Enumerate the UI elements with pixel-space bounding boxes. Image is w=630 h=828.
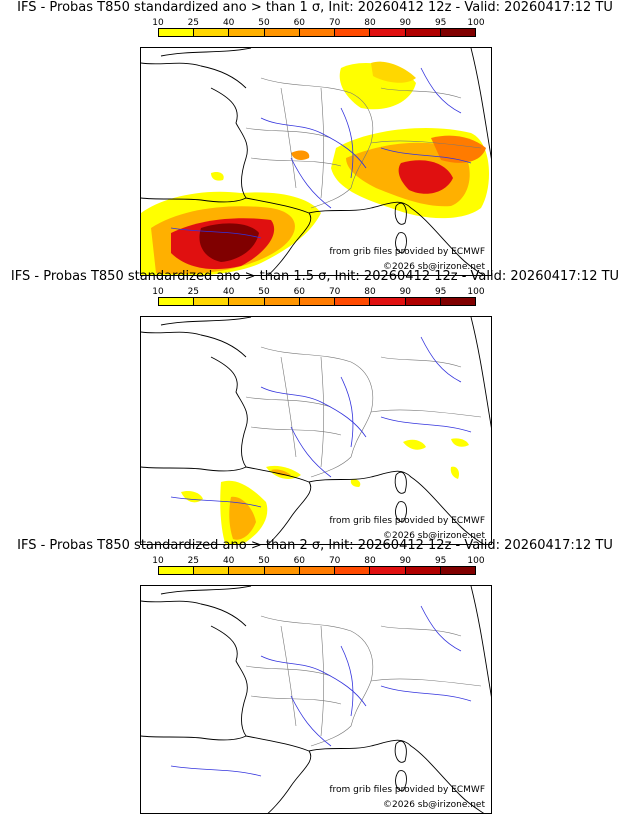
map-panel-1_5sigma: IFS - Probas T850 standardized ano > tha… [0,269,630,545]
colorbar-swatch [264,29,300,36]
source-credit: from grib files provided by ECMWF [329,247,485,257]
colorbar-swatch [440,29,475,36]
colorbar-tick: 25 [187,18,200,28]
map-canvas [141,586,491,813]
colorbar-tick: 90 [399,18,412,28]
copyright-credit: ©2026 sb@irizone.net [383,800,485,810]
colorbar-swatch [194,29,230,36]
colorbar-swatch [194,298,230,305]
panel-title: IFS - Probas T850 standardized ano > tha… [10,269,620,284]
colorbar-tick-labels: 10 25 40 50 60 70 80 90 95 100 [152,556,484,567]
colorbar-tick-labels: 10 25 40 50 60 70 80 90 95 100 [152,18,484,29]
colorbar-tick: 90 [399,287,412,297]
panel-title: IFS - Probas T850 standardized ano > tha… [17,538,613,553]
colorbar-swatch [405,567,441,574]
map-canvas [141,317,491,544]
admin-borders [245,615,482,747]
colorbar-tick: 95 [434,556,447,566]
colorbar-tick: 40 [222,556,235,566]
colorbar [158,566,476,575]
colorbar-tick: 100 [467,556,485,566]
colorbar-swatch [405,29,441,36]
admin-borders [245,77,482,209]
rivers [170,605,472,777]
colorbar-swatch [159,298,195,305]
colorbar-tick: 50 [258,287,270,297]
copyright-credit: ©2026 sb@irizone.net [383,531,485,541]
colorbar-tick-labels: 10 25 40 50 60 70 80 90 95 100 [152,287,484,298]
colorbar-tick: 80 [364,556,376,566]
rivers [170,336,472,508]
probability-map: from grib files provided by ECMWF ©2026 … [140,47,492,276]
colorbar-tick: 10 [152,18,164,28]
colorbar-swatch [159,567,195,574]
map-canvas [141,48,491,275]
colorbar-tick: 100 [467,287,485,297]
coastlines [141,48,491,275]
probability-shading [181,438,469,544]
colorbar-swatch [335,298,371,305]
colorbar-tick: 80 [364,18,376,28]
colorbar-swatch [440,298,475,305]
colorbar-tick: 40 [222,287,235,297]
colorbar-tick: 50 [258,556,270,566]
colorbar-tick: 25 [187,556,200,566]
colorbar-swatch [370,567,406,574]
colorbar-tick: 50 [258,18,270,28]
colorbar-swatch [299,29,336,36]
colorbar-swatch [370,29,406,36]
colorbar-swatch [299,567,336,574]
colorbar-swatch [264,298,300,305]
colorbar-tick: 10 [152,556,164,566]
copyright-credit: ©2026 sb@irizone.net [383,262,485,272]
colorbar-swatch [440,567,475,574]
source-credit: from grib files provided by ECMWF [329,785,485,795]
colorbar-swatch [229,567,265,574]
colorbar-swatch [229,298,265,305]
coastlines [141,586,491,813]
colorbar-swatch [299,298,336,305]
colorbar-tick: 40 [222,18,235,28]
colorbar-tick: 60 [293,556,306,566]
colorbar [158,297,476,306]
probability-map: from grib files provided by ECMWF ©2026 … [140,585,492,814]
colorbar-tick: 60 [293,18,306,28]
admin-borders [245,346,482,478]
colorbar [158,28,476,37]
colorbar-tick: 70 [328,556,341,566]
colorbar-swatch [229,29,265,36]
colorbar-tick: 95 [434,287,447,297]
map-panel-2sigma: IFS - Probas T850 standardized ano > tha… [0,538,630,814]
colorbar-tick: 90 [399,556,412,566]
colorbar-swatch [264,567,300,574]
colorbar-swatch [405,298,441,305]
colorbar-tick: 70 [328,18,341,28]
map-panel-1sigma: IFS - Probas T850 standardized ano > tha… [0,0,630,276]
colorbar-tick: 10 [152,287,164,297]
colorbar-swatch [335,567,371,574]
colorbar-tick: 70 [328,287,341,297]
probability-map: from grib files provided by ECMWF ©2026 … [140,316,492,545]
colorbar-swatch [370,298,406,305]
colorbar-tick: 95 [434,18,447,28]
panel-title: IFS - Probas T850 standardized ano > tha… [17,0,613,15]
source-credit: from grib files provided by ECMWF [329,516,485,526]
rivers [170,67,472,239]
colorbar-swatch [159,29,195,36]
coastlines [141,317,491,544]
colorbar-swatch [335,29,371,36]
colorbar-tick: 80 [364,287,376,297]
colorbar-swatch [194,567,230,574]
colorbar-tick: 25 [187,287,200,297]
colorbar-tick: 60 [293,287,306,297]
colorbar-tick: 100 [467,18,485,28]
